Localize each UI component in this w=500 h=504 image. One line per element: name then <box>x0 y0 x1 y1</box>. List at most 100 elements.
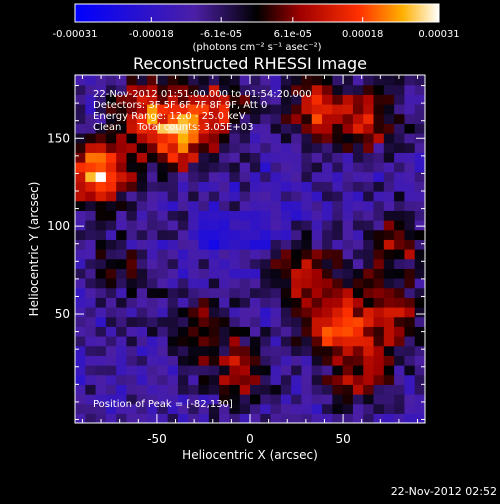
heatmap-cell <box>147 374 158 385</box>
heatmap-cell <box>322 345 333 356</box>
heatmap-cell <box>147 84 158 95</box>
heatmap-cell <box>260 394 272 405</box>
heatmap-cell <box>301 316 313 327</box>
heatmap-cell <box>404 113 416 124</box>
heatmap-cell <box>311 181 323 192</box>
heatmap-cell <box>136 133 148 144</box>
heatmap-cell <box>147 345 158 356</box>
heatmap-cell <box>239 345 251 356</box>
heatmap-cell <box>219 268 231 279</box>
heatmap-cell <box>363 336 375 347</box>
heatmap-cell <box>270 374 282 385</box>
heatmap-cell <box>75 152 86 163</box>
heatmap-cell <box>394 307 406 318</box>
heatmap-cell <box>188 287 200 298</box>
heatmap-cell <box>208 162 220 173</box>
heatmap-cell <box>177 162 189 173</box>
heatmap-cell <box>177 326 189 337</box>
heatmap-cell <box>404 104 416 115</box>
heatmap-cell <box>280 152 292 163</box>
heatmap-cell <box>188 326 200 337</box>
heatmap-cell <box>188 268 200 279</box>
heatmap-cell <box>280 239 292 250</box>
heatmap-cell <box>85 355 97 366</box>
heatmap-cell <box>363 210 375 221</box>
heatmap-cell <box>147 200 158 211</box>
heatmap-cell <box>208 297 220 308</box>
heatmap-cell <box>126 210 138 221</box>
heatmap-cell <box>208 336 220 347</box>
heatmap-cell <box>394 162 406 173</box>
heatmap-cell <box>126 297 138 308</box>
heatmap-cell <box>95 278 107 289</box>
heatmap-cell <box>260 142 272 153</box>
heatmap-cell <box>414 84 425 95</box>
heatmap-cell <box>363 113 375 124</box>
heatmap-cell <box>167 336 179 347</box>
heatmap-cell <box>75 104 86 115</box>
heatmap-cell <box>311 210 323 221</box>
y-axis-label: Heliocentric Y (arcsec) <box>27 182 41 317</box>
colorbar-tick-label: -0.00018 <box>129 29 174 40</box>
heatmap-cell <box>363 181 375 192</box>
heatmap-cell <box>167 104 179 115</box>
heatmap-cell <box>177 307 189 318</box>
heatmap-cell <box>322 307 333 318</box>
heatmap-cell <box>280 249 292 260</box>
heatmap-cell <box>352 278 364 289</box>
heatmap-cell <box>342 336 354 347</box>
heatmap-cell <box>352 220 364 231</box>
heatmap-cell <box>116 191 128 202</box>
heatmap-cell <box>383 268 395 279</box>
heatmap-cell <box>250 210 261 221</box>
heatmap-cell <box>291 75 303 86</box>
heatmap-cell <box>219 142 231 153</box>
heatmap-cell <box>75 268 86 279</box>
heatmap-cell <box>301 307 313 318</box>
heatmap-image <box>75 75 425 423</box>
heatmap-cell <box>75 345 86 356</box>
heatmap-cell <box>188 336 200 347</box>
heatmap-cell <box>229 355 241 366</box>
heatmap-cell <box>404 84 416 95</box>
heatmap-cell <box>208 403 220 414</box>
heatmap-cell <box>136 123 148 134</box>
heatmap-cell <box>167 365 179 376</box>
annotation-detectors: Detectors: 3F 5F 6F 7F 8F 9F, Att 0 <box>93 100 267 111</box>
heatmap-cell <box>404 403 416 414</box>
heatmap-cell <box>239 239 251 250</box>
heatmap-cell <box>188 239 200 250</box>
heatmap-cell <box>373 249 385 260</box>
heatmap-cell <box>198 287 210 298</box>
heatmap-cell <box>136 365 148 376</box>
heatmap-cell <box>126 336 138 347</box>
heatmap-cell <box>105 162 117 173</box>
heatmap-cell <box>342 84 354 95</box>
heatmap-cell <box>383 104 395 115</box>
heatmap-cell <box>208 307 220 318</box>
heatmap-cell <box>322 374 333 385</box>
y-tick-label: 150 <box>47 131 70 145</box>
heatmap-cell <box>363 345 375 356</box>
heatmap-cell <box>322 384 333 395</box>
heatmap-cell <box>301 200 313 211</box>
heatmap-cell <box>260 113 272 124</box>
heatmap-cell <box>95 171 107 182</box>
heatmap-cell <box>394 258 406 269</box>
heatmap-cell <box>311 191 323 202</box>
heatmap-cell <box>75 307 86 318</box>
heatmap-cell <box>208 413 220 423</box>
heatmap-cell <box>260 403 272 414</box>
heatmap-cell <box>177 181 189 192</box>
heatmap-cell <box>404 191 416 202</box>
heatmap-cell <box>250 94 261 105</box>
heatmap-cell <box>291 84 303 95</box>
heatmap-cell <box>75 191 86 202</box>
heatmap-cell <box>85 123 97 134</box>
annotations: 22-Nov-2012 01:51:00.000 to 01:54:20.000… <box>93 89 312 410</box>
heatmap-cell <box>188 84 200 95</box>
heatmap-cell <box>301 287 313 298</box>
heatmap-cell <box>198 171 210 182</box>
heatmap-cell <box>373 413 385 423</box>
